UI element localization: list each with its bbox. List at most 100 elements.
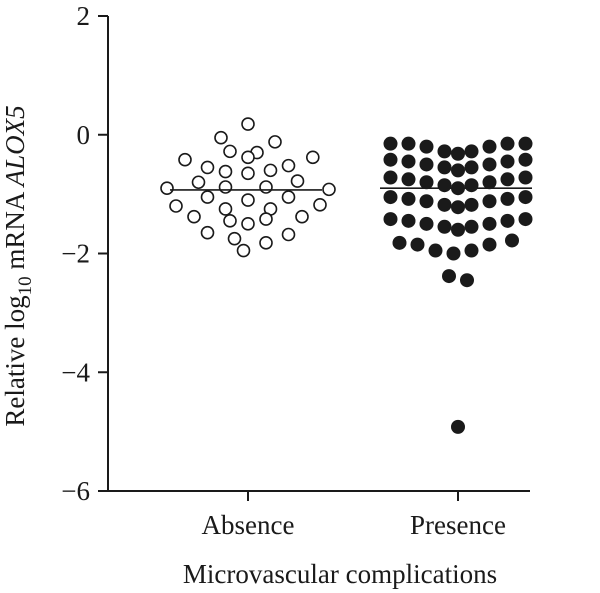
data-points: [160, 117, 533, 434]
open-data-point: [241, 150, 255, 165]
y-axis-title-gene: ALOX5: [0, 105, 30, 188]
filled-data-point: [518, 152, 533, 167]
filled-data-point: [451, 146, 465, 161]
filled-data-point: [460, 273, 474, 288]
x-axis-title: Microvascular complications: [183, 559, 497, 589]
y-axis-title-middle: mRNA: [0, 186, 30, 276]
filled-data-point: [451, 200, 465, 215]
open-data-point: [259, 212, 273, 226]
filled-data-point: [428, 243, 443, 258]
filled-data-point: [482, 237, 497, 252]
open-data-point: [313, 198, 327, 212]
open-data-point: [214, 130, 228, 145]
filled-data-point: [500, 213, 515, 228]
filled-data-point: [518, 136, 533, 151]
filled-data-point: [383, 212, 398, 227]
open-data-point: [281, 190, 296, 204]
filled-data-point: [437, 178, 452, 193]
filled-data-point: [518, 212, 533, 227]
filled-data-point: [451, 163, 465, 178]
y-tick-label: −2: [61, 239, 90, 269]
filled-data-point: [464, 243, 479, 258]
open-data-point: [218, 164, 233, 179]
open-data-point: [268, 135, 282, 149]
x-tick-label: Presence: [410, 510, 506, 540]
open-data-point: [200, 190, 215, 204]
open-data-point: [241, 217, 255, 231]
filled-data-point: [442, 269, 456, 284]
open-data-point: [295, 209, 309, 224]
filled-data-point: [401, 191, 416, 206]
filled-data-point: [518, 170, 533, 185]
x-tick-label: Absence: [202, 510, 295, 540]
filled-data-point: [401, 154, 416, 169]
filled-data-point: [451, 222, 465, 237]
open-data-point: [223, 144, 237, 159]
filled-data-point: [392, 235, 407, 250]
open-data-point: [305, 150, 320, 165]
y-axis: 2 0 −2 −4 −6: [61, 1, 109, 506]
open-data-point: [160, 181, 174, 195]
filled-data-point: [500, 154, 515, 169]
filled-data-point: [437, 219, 452, 234]
open-data-point: [322, 182, 336, 197]
filled-data-point: [446, 246, 461, 261]
filled-data-point: [464, 197, 479, 212]
filled-data-point: [401, 213, 416, 228]
filled-data-point: [451, 419, 465, 434]
filled-data-point: [383, 170, 398, 185]
filled-data-point: [437, 160, 452, 175]
open-data-point: [241, 193, 255, 207]
filled-data-point: [482, 175, 497, 190]
open-data-point: [241, 117, 255, 131]
open-data-point: [218, 202, 233, 216]
y-tick-label: −6: [61, 476, 90, 506]
y-tick-label: 0: [77, 120, 91, 150]
filled-data-point: [500, 191, 515, 206]
filled-data-point: [419, 157, 434, 172]
open-data-point: [169, 199, 183, 213]
open-data-point: [241, 166, 255, 181]
filled-data-point: [410, 237, 425, 252]
y-tick-label: 2: [77, 1, 91, 31]
filled-data-point: [383, 190, 398, 205]
filled-data-point: [437, 197, 452, 212]
y-axis-title-prefix: Relative log: [0, 295, 30, 426]
median-lines: [170, 187, 532, 191]
y-tick-label: −4: [61, 357, 90, 387]
open-data-point: [200, 160, 215, 175]
open-data-point: [259, 236, 273, 250]
filled-data-point: [518, 190, 533, 205]
filled-data-point: [383, 136, 398, 151]
open-data-point: [290, 174, 305, 188]
filled-data-point: [419, 175, 434, 190]
y-axis-title: Relative log10 mRNA ALOX5: [0, 105, 36, 426]
filled-data-point: [419, 216, 434, 231]
open-data-point: [263, 163, 278, 178]
filled-data-point: [482, 157, 497, 172]
filled-data-point: [437, 144, 452, 159]
filled-data-point: [482, 194, 497, 209]
open-data-point: [281, 158, 296, 173]
y-axis-title-subscript: 10: [15, 276, 36, 295]
filled-data-point: [500, 136, 515, 151]
open-data-point: [236, 243, 251, 258]
filled-data-point: [464, 144, 479, 159]
x-axis: Absence Presence: [108, 490, 530, 540]
open-data-point: [227, 231, 242, 246]
filled-data-point: [464, 160, 479, 175]
filled-data-point: [500, 172, 515, 187]
filled-data-point: [464, 219, 479, 234]
open-data-point: [200, 225, 215, 240]
filled-data-point: [482, 216, 497, 231]
filled-data-point: [401, 136, 416, 151]
filled-data-point: [464, 178, 479, 193]
open-data-point: [187, 209, 201, 224]
filled-data-point: [505, 233, 519, 248]
open-data-point: [191, 175, 206, 190]
filled-data-point: [419, 139, 434, 154]
open-data-point: [259, 180, 273, 194]
filled-data-point: [383, 152, 398, 167]
filled-data-point: [482, 139, 497, 154]
